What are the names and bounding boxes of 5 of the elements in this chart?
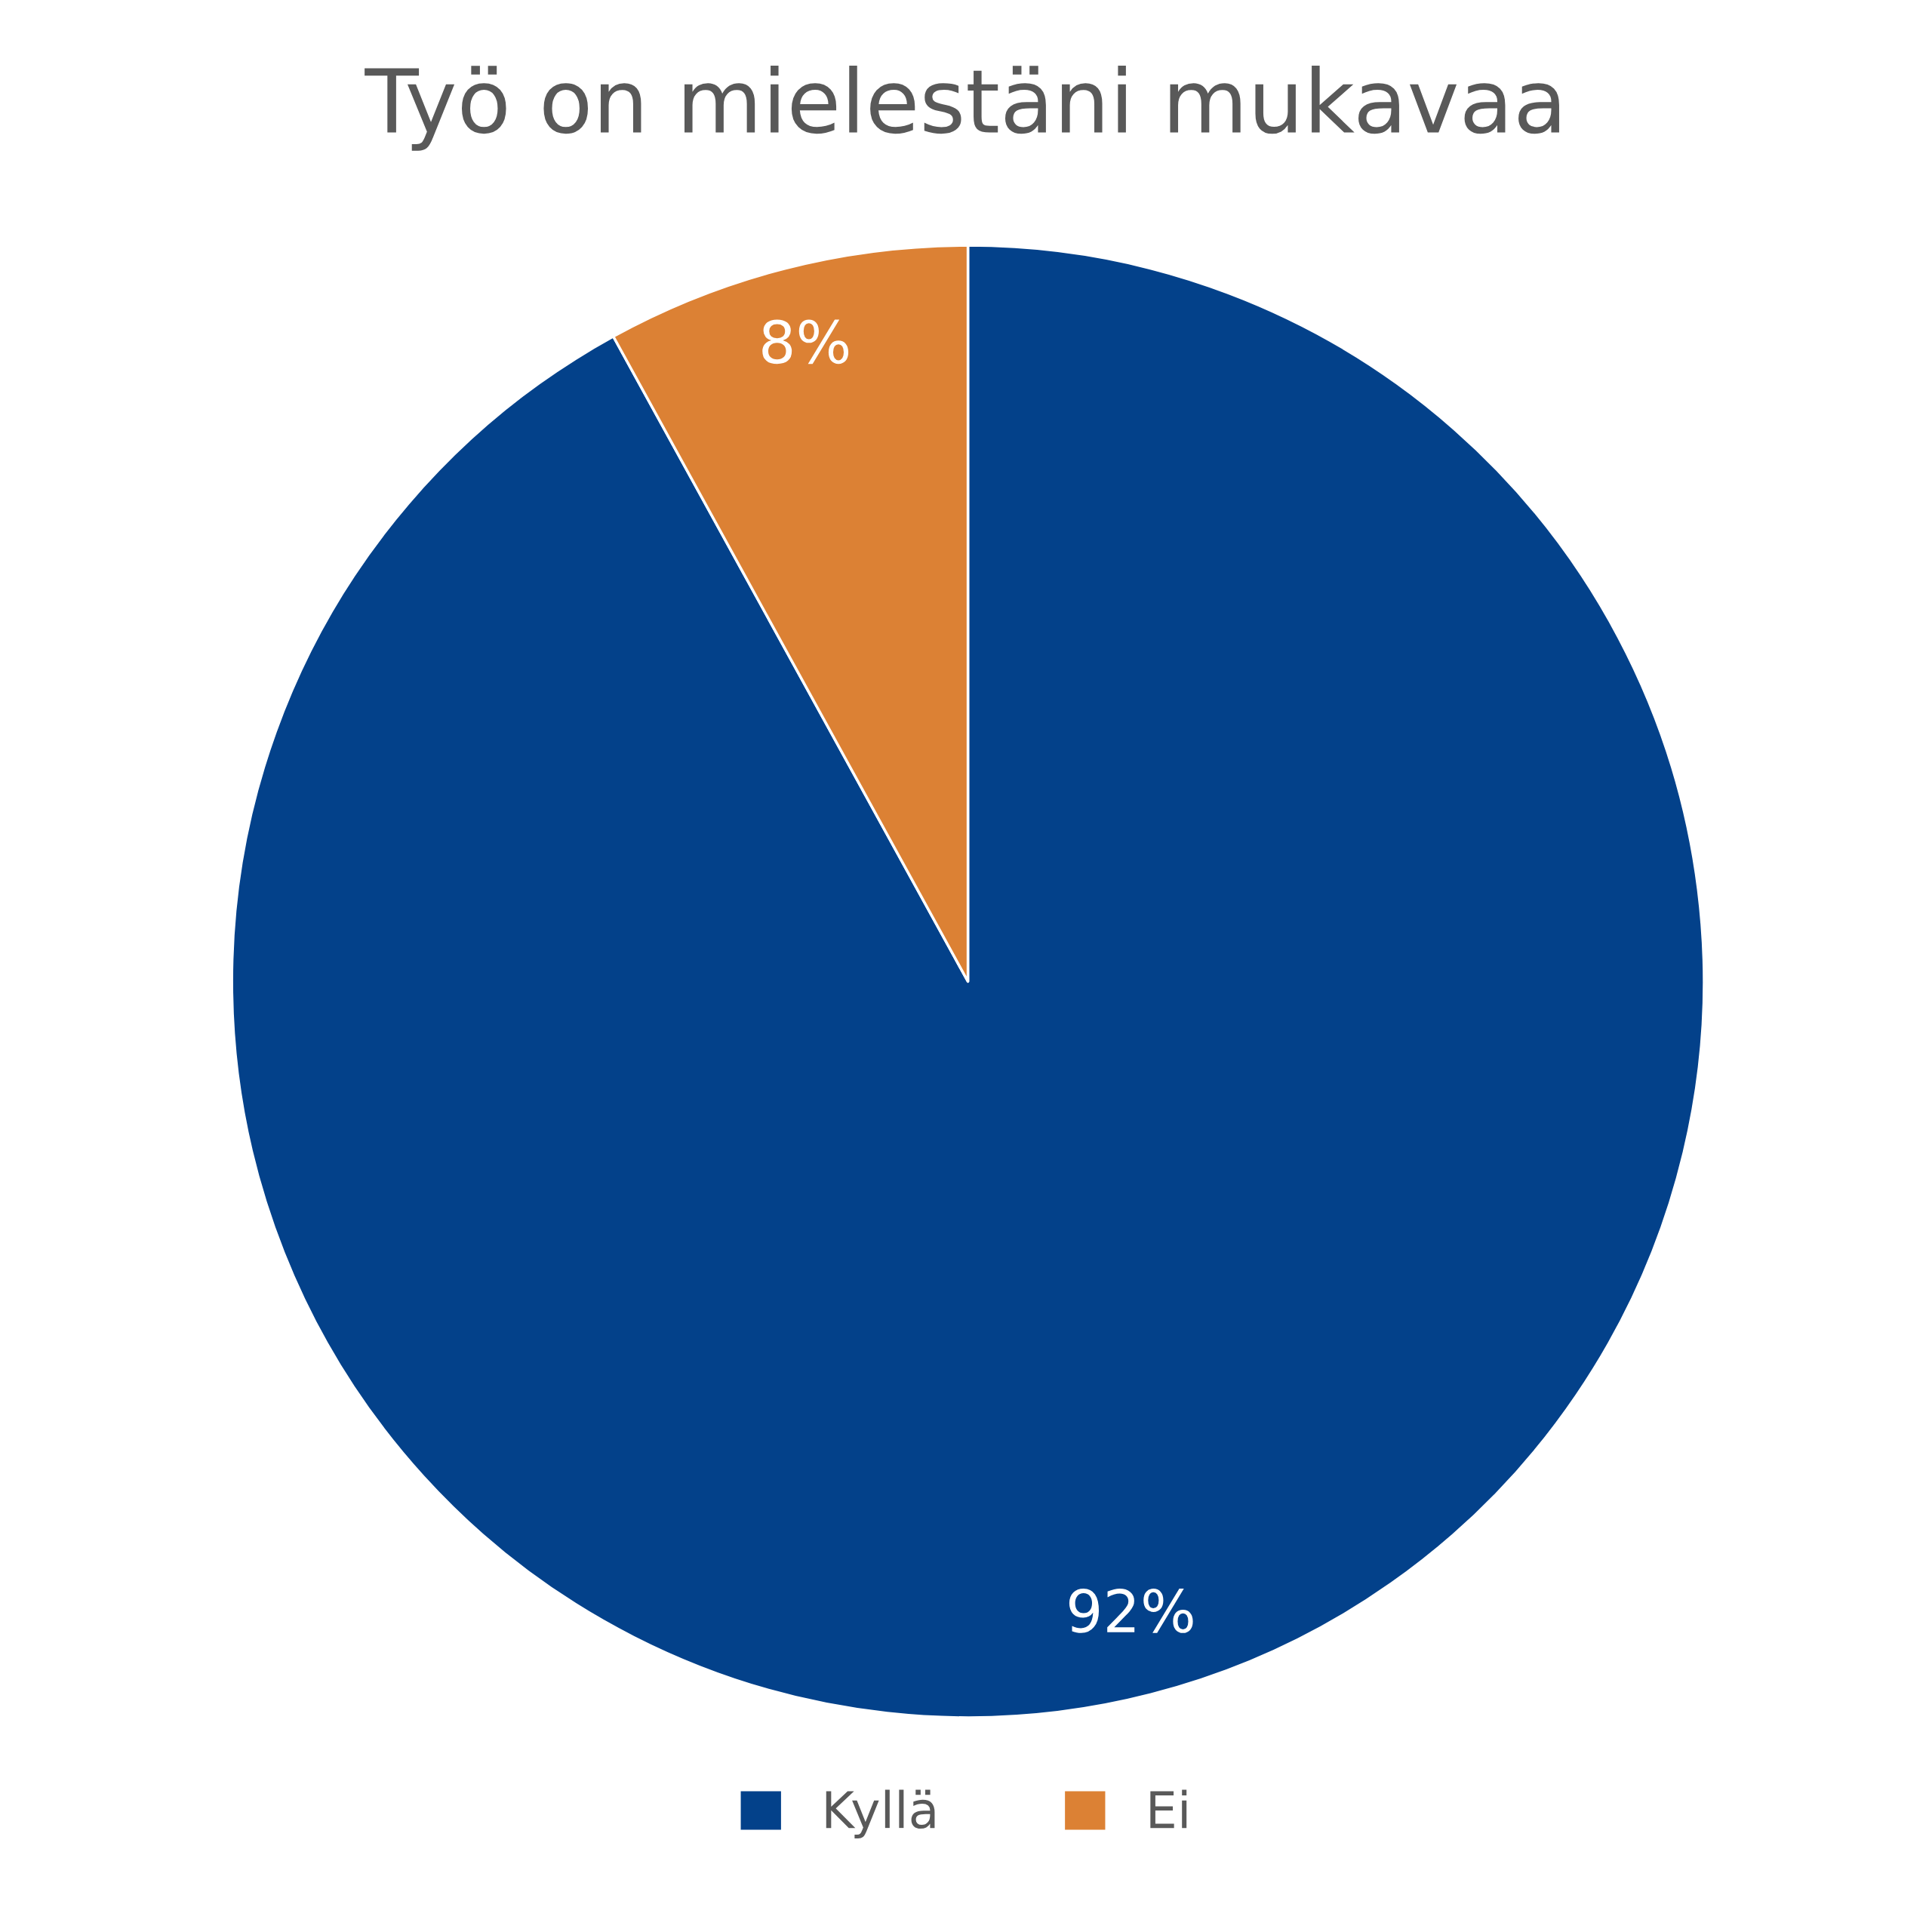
data-label: 92% — [1069, 1589, 1193, 1633]
data-label: 8% — [762, 319, 849, 365]
chart-title: Työ on mielestäni mukavaa — [365, 65, 1559, 151]
legend-label: Kyllä — [826, 1789, 935, 1838]
legend-label: Ei — [1150, 1789, 1187, 1829]
